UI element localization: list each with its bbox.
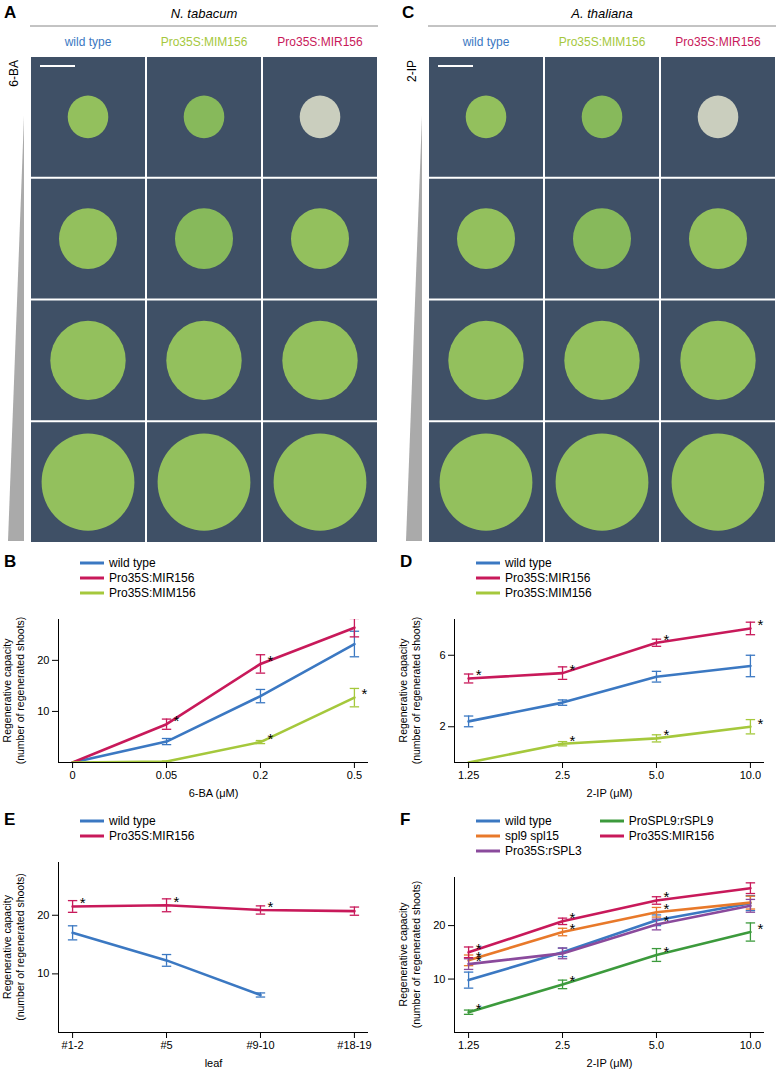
html-text:Pro35S:MIM156: Pro35S:MIM156 [505, 586, 592, 600]
html-text:Pro35S:MIR156: Pro35S:MIR156 [628, 829, 715, 843]
svg-text:*: * [268, 652, 274, 669]
svg-text:Regenerative capacity: Regenerative capacity [1, 638, 13, 743]
svg-text:(number of regenerated shoots): (number of regenerated shoots) [410, 617, 422, 765]
svg-text:(number of regenerated shoots): (number of regenerated shoots) [14, 873, 26, 1021]
svg-text:*: * [664, 943, 670, 960]
svg-text:(number of regenerated shoots): (number of regenerated shoots) [410, 881, 422, 1029]
svg-text:A. thaliana: A. thaliana [570, 6, 632, 21]
html-text:Pro35S:rSPL3: Pro35S:rSPL3 [505, 844, 582, 858]
html-text:Pro35S:MIR156: Pro35S:MIR156 [109, 829, 195, 843]
svg-text:0.05: 0.05 [156, 769, 177, 781]
svg-text:*: * [757, 920, 763, 937]
svg-text:Regenerative capacity: Regenerative capacity [397, 902, 409, 1007]
svg-text:Pro35S:MIM156: Pro35S:MIM156 [559, 35, 646, 49]
svg-text:*: * [664, 912, 670, 929]
html-text:wild type: wild type [505, 556, 552, 570]
svg-text:5.0: 5.0 [649, 769, 664, 781]
html-text:D: D [400, 552, 413, 571]
svg-text:*: * [476, 1000, 482, 1017]
svg-text:wild type: wild type [462, 35, 510, 49]
svg-text:#18-19: #18-19 [337, 1039, 371, 1051]
svg-text:*: * [80, 894, 86, 911]
svg-text:10: 10 [37, 705, 49, 717]
svg-text:20: 20 [37, 909, 49, 921]
svg-text:6: 6 [439, 649, 445, 661]
svg-text:10: 10 [37, 967, 49, 979]
svg-text:0: 0 [70, 769, 76, 781]
html-text:Pro35S:MIR156: Pro35S:MIR156 [109, 571, 195, 585]
svg-text:*: * [664, 726, 670, 743]
svg-text:Regenerative capacity: Regenerative capacity [1, 894, 13, 999]
html-text:E: E [4, 810, 16, 829]
svg-text:10.0: 10.0 [740, 1039, 761, 1051]
svg-text:2: 2 [439, 720, 445, 732]
svg-text:1.25: 1.25 [458, 769, 479, 781]
svg-text:2-IP (μM): 2-IP (μM) [587, 1057, 633, 1069]
svg-text:*: * [268, 730, 274, 747]
svg-text:Pro35S:MIR156: Pro35S:MIR156 [277, 35, 363, 49]
svg-text:wild type: wild type [64, 35, 112, 49]
svg-text:20: 20 [37, 654, 49, 666]
svg-text:0.5: 0.5 [347, 769, 362, 781]
html-text:F: F [400, 810, 411, 829]
svg-text:2-IP: 2-IP [405, 60, 419, 82]
svg-text:*: * [268, 898, 274, 915]
svg-text:*: * [757, 616, 763, 633]
svg-text:*: * [570, 732, 576, 749]
svg-text:1.25: 1.25 [458, 1039, 479, 1051]
svg-text:2.5: 2.5 [555, 769, 570, 781]
svg-text:2-IP (μM): 2-IP (μM) [587, 787, 633, 799]
svg-text:#9-10: #9-10 [246, 1039, 274, 1051]
svg-text:#5: #5 [160, 1039, 172, 1051]
svg-text:N. tabacum: N. tabacum [171, 6, 238, 21]
svg-text:*: * [476, 940, 482, 957]
svg-text:Regenerative capacity: Regenerative capacity [397, 638, 409, 743]
svg-text:#1-2: #1-2 [62, 1039, 84, 1051]
svg-text:*: * [570, 661, 576, 678]
svg-text:*: * [174, 893, 180, 910]
html-text:Pro35S:MIM156: Pro35S:MIM156 [109, 586, 196, 600]
svg-text:*: * [664, 631, 670, 648]
html-text:wild type: wild type [505, 814, 552, 828]
svg-text:2.5: 2.5 [555, 1039, 570, 1051]
svg-text:C: C [402, 3, 414, 22]
svg-text:Pro35S:MIR156: Pro35S:MIR156 [675, 35, 761, 49]
svg-text:20: 20 [433, 919, 445, 931]
html-text:Pro35S:MIR156: Pro35S:MIR156 [505, 571, 591, 585]
svg-text:leaf: leaf [205, 1057, 224, 1069]
svg-text:Pro35S:MIM156: Pro35S:MIM156 [161, 35, 248, 49]
svg-text:*: * [570, 909, 576, 926]
html-text:wild type: wild type [109, 556, 156, 570]
svg-text:*: * [570, 972, 576, 989]
svg-text:*: * [361, 685, 367, 702]
html-text:B: B [4, 552, 17, 571]
svg-text:10.0: 10.0 [740, 769, 761, 781]
svg-text:10: 10 [433, 973, 445, 985]
svg-text:*: * [174, 712, 180, 729]
svg-text:*: * [476, 666, 482, 683]
svg-text:(number of regenerated shoots): (number of regenerated shoots) [14, 617, 26, 765]
html-text:ProSPL9:rSPL9: ProSPL9:rSPL9 [628, 814, 714, 828]
svg-text:*: * [757, 715, 763, 732]
svg-text:6-BA (μM): 6-BA (μM) [189, 787, 239, 799]
svg-text:5.0: 5.0 [649, 1039, 664, 1051]
svg-text:6-BA: 6-BA [7, 60, 21, 87]
svg-text:0.2: 0.2 [253, 769, 268, 781]
svg-text:A: A [4, 3, 16, 22]
svg-text:*: * [664, 888, 670, 905]
html-text:spl9 spl15: spl9 spl15 [505, 829, 559, 843]
html-text:wild type: wild type [109, 814, 156, 828]
